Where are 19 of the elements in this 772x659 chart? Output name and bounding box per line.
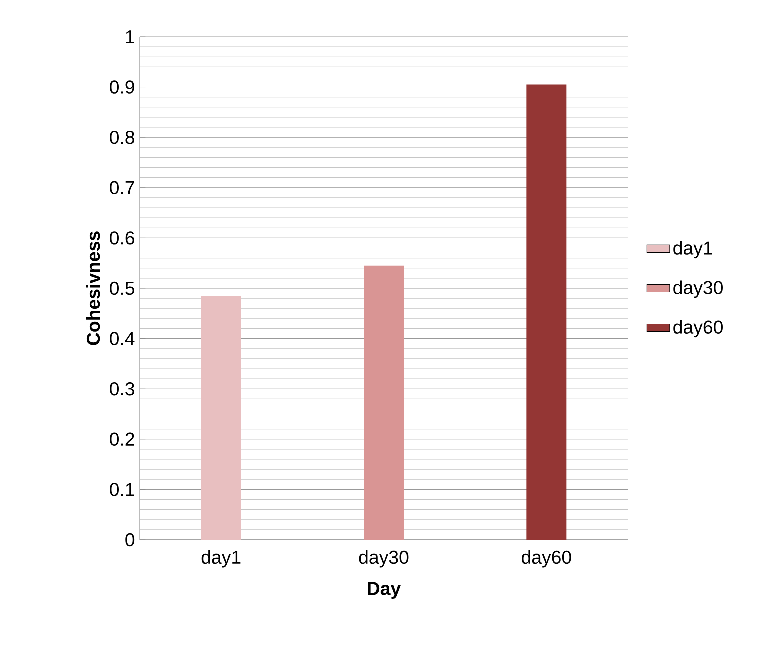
y-tick-label: 0.2 — [110, 432, 134, 446]
y-axis-title: Cohesivness — [86, 232, 100, 346]
x-tick-label: day60 — [522, 550, 572, 568]
y-tick-label: 0.8 — [110, 130, 134, 144]
y-tick-label: 0.1 — [110, 483, 134, 496]
y-tick-label: 0.9 — [110, 80, 134, 94]
x-tick-label: day30 — [359, 550, 409, 568]
x-axis-title: Day — [368, 582, 402, 599]
y-tick-label: 0.6 — [110, 232, 134, 245]
y-tick-label: 0.3 — [110, 382, 134, 396]
x-tick-label: day1 — [202, 550, 241, 568]
y-tick-label: 0.5 — [110, 282, 135, 296]
y-tick-label: 0.7 — [110, 181, 134, 195]
legend-label: day60 — [674, 320, 723, 338]
y-tick-label: 0.4 — [110, 332, 135, 346]
legend-label: day1 — [674, 241, 712, 259]
legend-label: day30 — [674, 280, 723, 298]
y-tick-label: 0 — [126, 533, 135, 547]
y-tick-label: 1 — [126, 30, 134, 44]
